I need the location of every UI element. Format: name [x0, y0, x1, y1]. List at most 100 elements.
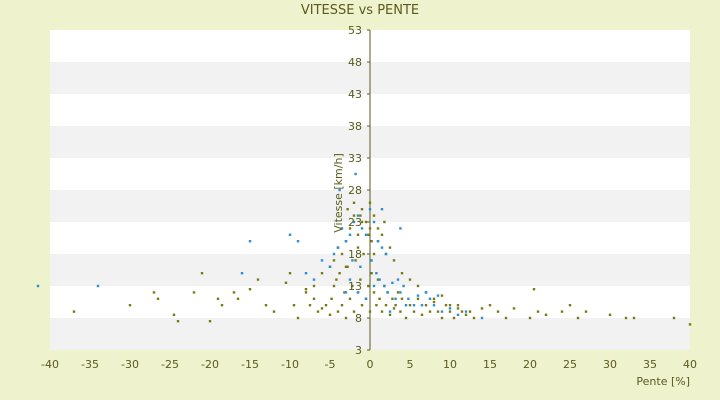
x-tick-label: 30 [603, 358, 617, 371]
data-point [388, 246, 392, 249]
data-point [354, 172, 357, 176]
data-point [375, 304, 378, 307]
data-point [360, 220, 364, 224]
x-tick-label: 10 [443, 358, 457, 371]
data-point [632, 316, 636, 320]
data-point [296, 240, 300, 243]
data-point [359, 214, 362, 217]
data-point [412, 310, 416, 313]
data-points [36, 172, 692, 326]
data-point [408, 304, 412, 307]
x-tick-label: 25 [563, 358, 577, 371]
data-point [354, 259, 357, 262]
data-point [320, 307, 324, 310]
data-point [359, 265, 362, 268]
x-tick-label: 35 [643, 358, 657, 371]
data-point [392, 259, 396, 262]
data-point [380, 208, 384, 211]
data-point [432, 297, 436, 300]
x-tick-label: -40 [41, 358, 59, 371]
data-point [624, 316, 628, 320]
data-point [368, 208, 372, 211]
data-point [407, 297, 410, 300]
data-point [400, 297, 404, 300]
data-point [351, 259, 354, 262]
data-point [356, 246, 360, 249]
y-tick-label: 8 [355, 312, 362, 325]
data-point [378, 297, 381, 300]
x-tick-label: -35 [81, 358, 99, 371]
data-point [192, 291, 196, 294]
data-point [344, 316, 348, 320]
data-point [488, 304, 492, 307]
x-tick-label: 5 [407, 358, 414, 371]
data-point [288, 233, 292, 236]
data-point [346, 265, 349, 268]
data-point [416, 284, 420, 288]
data-point [391, 281, 394, 284]
data-point [256, 278, 260, 281]
data-point [400, 272, 404, 275]
y-axis-label: Vitesse [km/h] [332, 153, 345, 233]
data-point [399, 227, 402, 230]
data-point [456, 313, 460, 316]
data-point [368, 310, 372, 313]
data-point [456, 304, 460, 307]
data-point [394, 304, 397, 307]
data-point [372, 252, 376, 256]
data-point [608, 313, 612, 316]
data-point [370, 272, 373, 275]
data-point [372, 220, 376, 224]
data-point [356, 214, 360, 217]
data-point [456, 307, 460, 310]
data-point [428, 310, 432, 313]
data-point [344, 240, 348, 243]
x-tick-label: -25 [161, 358, 179, 371]
data-point [352, 201, 356, 204]
x-tick-label: 20 [523, 358, 537, 371]
data-point [383, 220, 386, 224]
data-point [416, 297, 420, 300]
data-point [248, 240, 252, 243]
data-point [336, 246, 340, 249]
data-point [394, 297, 397, 300]
data-point [370, 240, 373, 243]
data-point [368, 227, 372, 230]
data-point [396, 291, 400, 294]
data-point [362, 252, 365, 256]
data-point [368, 201, 372, 204]
data-point [308, 304, 312, 307]
x-axis-label: Pente [%] [636, 375, 690, 388]
data-point [386, 291, 389, 294]
data-point [468, 310, 472, 313]
x-tick-label: 15 [483, 358, 497, 371]
data-point [128, 304, 132, 307]
data-point [404, 316, 408, 320]
data-point [372, 291, 376, 294]
data-point [304, 288, 308, 291]
data-point [404, 304, 408, 307]
data-point [156, 297, 160, 300]
data-point [328, 265, 332, 268]
data-point [504, 316, 508, 320]
data-point [352, 310, 356, 313]
data-point [448, 307, 452, 310]
data-point [344, 265, 348, 268]
data-point [402, 284, 405, 288]
y-tick-label: 13 [348, 280, 362, 293]
data-point [399, 310, 402, 313]
data-point [340, 252, 344, 256]
data-point [340, 227, 344, 230]
data-point [352, 220, 356, 224]
data-point [372, 214, 376, 217]
data-point [248, 288, 252, 291]
data-point [544, 313, 548, 316]
data-point [264, 304, 268, 307]
data-point [344, 291, 348, 294]
data-point [312, 278, 316, 281]
data-point [340, 304, 344, 307]
data-point [532, 288, 536, 291]
data-point [432, 304, 436, 307]
y-tick-label: 43 [348, 88, 362, 101]
